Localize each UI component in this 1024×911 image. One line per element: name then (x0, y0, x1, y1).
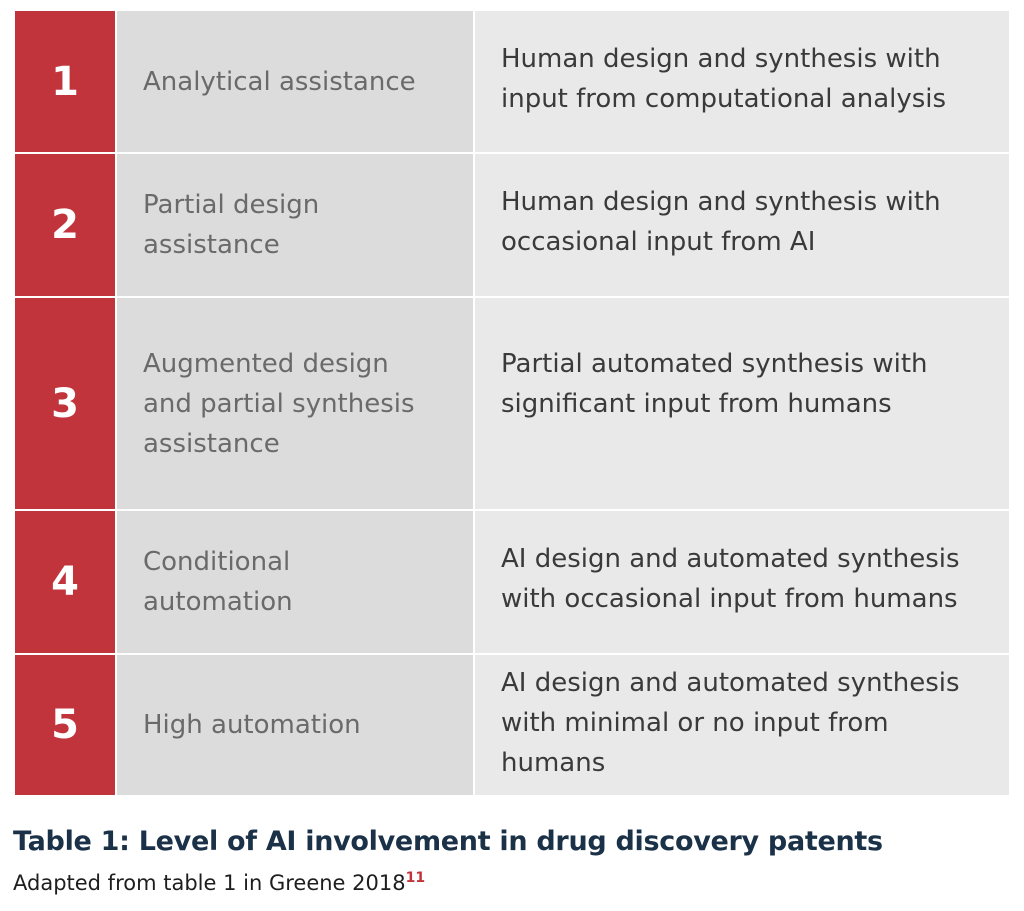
level-description-text: Human design and synthesis with occasion… (501, 187, 941, 257)
table-caption-source: Adapted from table 1 in Greene 201811 (13, 871, 425, 895)
table-row: 4 Conditional automation AI design and a… (15, 511, 1009, 655)
level-label: High automation (117, 655, 475, 795)
ai-involvement-table: 1 Analytical assistance Human design and… (15, 11, 1009, 795)
level-label: Analytical assistance (117, 11, 475, 152)
table-row: 3 Augmented design and partial synthesis… (15, 298, 1009, 511)
level-number: 4 (15, 511, 117, 653)
level-label-text: Analytical assistance (143, 66, 416, 97)
level-description-text: AI design and automated synthesis with o… (501, 544, 960, 614)
table-row: 2 Partial design assistance Human design… (15, 154, 1009, 298)
level-label: Conditional automation (117, 511, 475, 653)
level-label: Augmented design and partial synthesis a… (117, 298, 475, 509)
level-number: 5 (15, 655, 117, 795)
level-description: AI design and automated synthesis with m… (475, 655, 1009, 795)
table-row: 1 Analytical assistance Human design and… (15, 11, 1009, 154)
level-description-text: Partial automated synthesis with signifi… (501, 349, 928, 419)
level-number: 3 (15, 298, 117, 509)
source-text: Adapted from table 1 in Greene 2018 (13, 871, 406, 895)
level-label: Partial design assistance (117, 154, 475, 296)
level-description-text: Human design and synthesis with input fr… (501, 44, 947, 114)
table-row: 5 High automation AI design and automate… (15, 655, 1009, 795)
footnote-reference[interactable]: 11 (405, 870, 426, 886)
level-description: AI design and automated synthesis with o… (475, 511, 1009, 653)
level-description-text: AI design and automated synthesis with m… (501, 668, 960, 778)
level-label-text: High automation (143, 710, 361, 740)
level-description: Human design and synthesis with occasion… (475, 154, 1009, 296)
level-description: Partial automated synthesis with signifi… (475, 298, 1009, 509)
level-number: 2 (15, 154, 117, 296)
level-label-text: Augmented design and partial synthesis a… (143, 348, 415, 459)
level-number: 1 (15, 11, 117, 152)
table-caption-title: Table 1: Level of AI involvement in drug… (13, 826, 883, 857)
level-description: Human design and synthesis with input fr… (475, 11, 1009, 152)
level-label-text: Partial design assistance (143, 190, 320, 260)
level-label-text: Conditional automation (143, 547, 293, 617)
